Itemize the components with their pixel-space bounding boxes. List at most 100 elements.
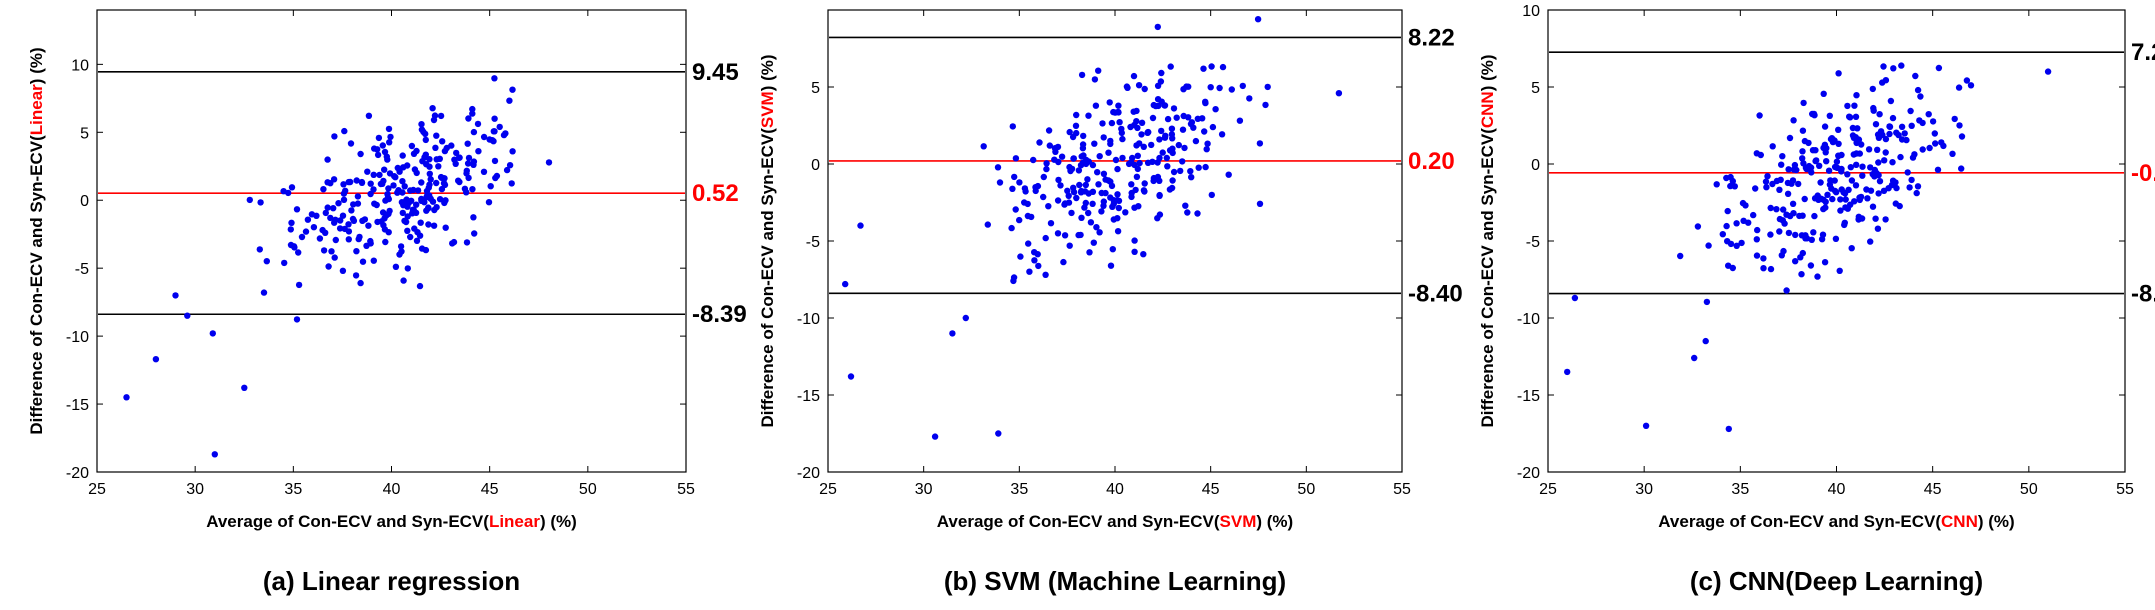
plot-frame: [96, 9, 687, 473]
data-point: [1859, 172, 1866, 179]
x-tick-label: 50: [1297, 481, 1315, 498]
data-point: [1177, 167, 1184, 175]
data-point: [1158, 127, 1165, 135]
data-point: [1115, 204, 1123, 212]
x-tick-label: 50: [579, 481, 597, 498]
data-point: [426, 156, 433, 163]
data-point: [1826, 181, 1834, 188]
data-point: [1911, 151, 1918, 158]
data-point: [1236, 117, 1244, 124]
data-point: [508, 180, 515, 187]
data-point: [1753, 236, 1761, 243]
y-tick-label: -5: [1526, 234, 1540, 251]
data-point: [419, 158, 426, 165]
data-point: [1188, 174, 1195, 181]
data-point: [1091, 140, 1098, 147]
data-point: [1904, 169, 1911, 176]
data-point: [365, 112, 373, 120]
data-point: [1154, 96, 1162, 103]
data-point: [1760, 265, 1767, 272]
data-point: [1095, 181, 1102, 188]
y-tick-label: 10: [71, 57, 89, 74]
data-point: [1087, 219, 1095, 226]
data-point: [487, 183, 494, 190]
data-point: [1115, 102, 1122, 109]
data-point: [1802, 235, 1809, 242]
data-point: [1571, 294, 1579, 302]
data-point: [320, 247, 328, 254]
data-point: [1876, 111, 1883, 118]
data-point: [485, 199, 493, 206]
data-point: [355, 235, 362, 243]
data-point: [465, 115, 472, 122]
data-point: [1958, 133, 1966, 140]
data-point: [1072, 122, 1080, 129]
data-point: [354, 193, 362, 200]
data-point: [1934, 166, 1942, 173]
data-point: [295, 281, 303, 289]
data-point: [449, 240, 456, 247]
data-point: [1040, 173, 1048, 181]
data-point: [1778, 161, 1785, 168]
data-point: [480, 133, 488, 141]
data-point: [1130, 72, 1138, 80]
data-point: [1010, 274, 1018, 281]
x-axis-title: Average of Con-ECV and Syn-ECV(SVM) (%): [937, 512, 1293, 531]
data-point: [1099, 120, 1106, 127]
data-point: [353, 248, 360, 255]
data-point: [451, 156, 458, 163]
data-point: [1091, 76, 1099, 83]
x-tick-label: 40: [383, 481, 401, 498]
data-point: [842, 280, 849, 288]
data-point: [480, 168, 488, 175]
data-point: [367, 180, 374, 187]
y-tick-label: -10: [1517, 311, 1540, 328]
data-point: [1790, 117, 1797, 124]
data-point: [1119, 154, 1126, 162]
x-tick-label: 55: [2116, 481, 2134, 498]
data-point: [1808, 236, 1816, 243]
data-point: [491, 75, 498, 82]
data-point: [313, 212, 320, 219]
data-point: [426, 163, 433, 170]
data-point: [1764, 173, 1771, 180]
data-point: [390, 182, 397, 189]
y-tick-label: -20: [797, 465, 820, 482]
data-point: [1187, 120, 1195, 128]
data-point: [1767, 204, 1774, 212]
data-point: [381, 226, 389, 233]
data-point: [370, 171, 377, 178]
data-point: [1061, 201, 1068, 208]
data-point: [304, 216, 312, 223]
data-point: [1025, 240, 1032, 247]
data-point: [1760, 255, 1767, 262]
data-point: [469, 105, 476, 113]
data-point: [545, 159, 553, 166]
data-point: [394, 189, 401, 196]
data-point: [1131, 161, 1138, 169]
data-point: [509, 86, 516, 93]
x-tick-label: 45: [481, 481, 499, 498]
data-point: [1173, 114, 1180, 121]
data-point: [408, 142, 416, 150]
data-point: [1009, 123, 1016, 130]
data-point: [411, 225, 418, 232]
data-point: [1016, 216, 1023, 224]
data-point: [1068, 209, 1075, 217]
data-point: [1107, 194, 1114, 201]
data-point: [996, 179, 1004, 186]
data-point: [1075, 167, 1083, 174]
x-tick-label: 35: [284, 481, 302, 498]
data-point: [433, 156, 440, 163]
data-point: [1776, 215, 1784, 223]
data-point: [1208, 191, 1216, 199]
data-point: [1882, 149, 1889, 156]
data-point: [424, 191, 431, 199]
data-point: [1703, 298, 1711, 306]
data-point: [416, 232, 424, 239]
data-point: [1201, 128, 1208, 135]
data-point: [1848, 245, 1855, 252]
data-point: [1853, 161, 1860, 168]
data-point: [1262, 101, 1269, 109]
data-point: [316, 235, 324, 242]
